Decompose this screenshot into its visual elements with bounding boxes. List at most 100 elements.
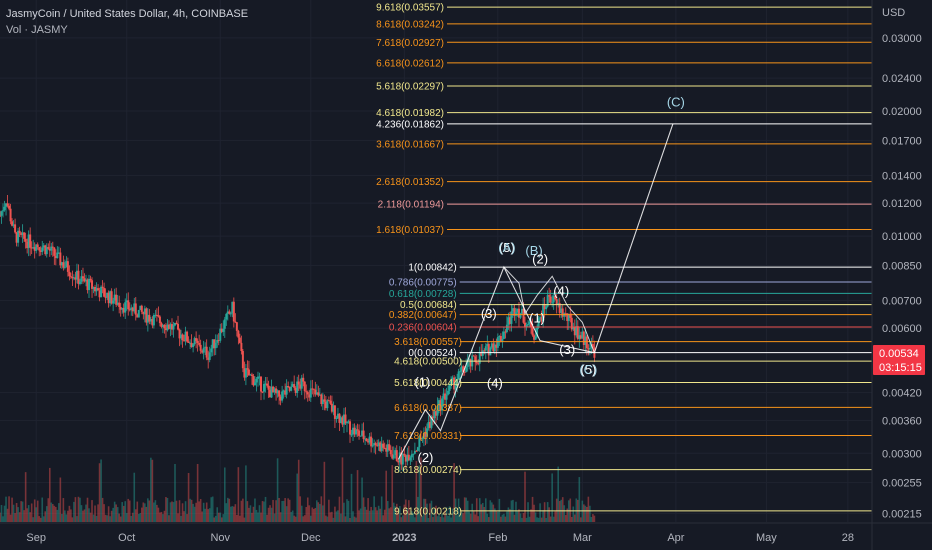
- volume-bar: [341, 457, 344, 522]
- candle-body: [130, 307, 133, 310]
- candle-body: [92, 287, 95, 289]
- volume-bar: [370, 506, 372, 522]
- candle-body: [421, 438, 424, 440]
- fib-levels: 9.618(0.03557) 8.618(0.03242) 7.618(0.0292…: [376, 3, 872, 517]
- volume-bar: [306, 497, 309, 522]
- candle-body: [362, 430, 365, 439]
- volume-bar: [480, 504, 483, 522]
- candle-body: [278, 390, 281, 397]
- candle-body: [453, 377, 456, 390]
- candle-body: [288, 386, 291, 391]
- volume-bar: [136, 501, 139, 522]
- volume-bar: [420, 457, 422, 522]
- volume-bar: [273, 513, 276, 522]
- volume-bar: [211, 496, 214, 522]
- price-tick: 0.01700: [882, 135, 922, 147]
- volume-bar: [519, 513, 522, 522]
- candle-body: [540, 317, 543, 322]
- fib-label: 0(0.00524): [408, 348, 456, 359]
- candle-body: [169, 324, 172, 329]
- candle-body: [336, 413, 339, 418]
- volume-bar: [12, 504, 15, 522]
- candle-body: [113, 294, 116, 301]
- time-axis[interactable]: Sep Oct Nov Dec 2023 Feb Mar Apr May 28: [0, 522, 932, 544]
- candle-body: [495, 344, 498, 348]
- volume-bar: [551, 473, 553, 522]
- candle-body: [115, 294, 118, 305]
- volume-bar: [481, 502, 484, 522]
- candle-body: [226, 311, 229, 314]
- volume-bar: [303, 515, 306, 522]
- volume-bar: [230, 506, 232, 522]
- candle-body: [392, 455, 395, 459]
- volume-bar: [196, 463, 199, 522]
- candle-body: [127, 300, 130, 310]
- candle-body: [110, 291, 113, 304]
- volume-bar: [332, 517, 335, 522]
- volume-bar: [469, 513, 472, 522]
- candle-body: [465, 366, 468, 373]
- volume-legend[interactable]: Vol · JASMY: [6, 24, 68, 36]
- candle-body: [2, 210, 5, 212]
- volume-bar: [415, 460, 418, 522]
- volume-bar: [442, 517, 445, 522]
- volume-bar: [177, 513, 179, 522]
- volume-bar: [590, 516, 593, 522]
- candle-body: [98, 290, 101, 298]
- volume-bar: [266, 514, 268, 522]
- volume-bar: [47, 498, 50, 522]
- volume-bar: [154, 500, 157, 522]
- candle-body: [23, 232, 26, 239]
- volume-bar: [58, 503, 60, 522]
- volume-bar: [245, 465, 247, 522]
- candle-body: [192, 344, 195, 348]
- volume-bar: [258, 505, 261, 522]
- fib-label: 7.618(0.02927): [376, 38, 444, 49]
- volume-bar: [33, 499, 36, 522]
- volume-bar: [352, 511, 354, 522]
- volume-bar: [50, 502, 53, 522]
- volume-bar: [474, 514, 477, 522]
- volume-bar: [285, 506, 288, 522]
- volume-bar: [543, 502, 546, 522]
- price-tick: 0.01000: [882, 231, 922, 243]
- candle-body: [276, 390, 279, 394]
- candle-body: [333, 405, 336, 419]
- volume-bar: [445, 507, 448, 522]
- candle-body: [548, 295, 551, 297]
- volume-bar: [483, 506, 486, 522]
- volume-bar: [35, 507, 38, 522]
- candle-body: [374, 443, 377, 446]
- candle-body: [413, 450, 416, 454]
- candle-body: [244, 368, 247, 378]
- volume-bar: [495, 511, 498, 522]
- candle-body: [186, 331, 189, 342]
- candle-body: [564, 313, 567, 315]
- volume-bar: [459, 514, 461, 522]
- symbol-title[interactable]: JasmyCoin / United States Dollar, 4h, CO…: [6, 8, 249, 20]
- currency-label: USD: [882, 7, 905, 19]
- candle-body: [143, 308, 146, 315]
- volume-bar: [409, 514, 412, 522]
- volume-bar: [139, 513, 142, 522]
- volume-bar: [506, 511, 508, 522]
- candle-body: [152, 314, 155, 326]
- candle-body: [317, 392, 320, 396]
- volume-bar: [583, 504, 585, 522]
- time-label: Dec: [301, 532, 321, 544]
- volume-bar: [322, 505, 324, 522]
- candle-body: [101, 286, 104, 289]
- candle-body: [125, 300, 128, 303]
- volume-bar: [355, 517, 357, 522]
- volume-bar: [251, 512, 253, 522]
- volume-bar: [323, 461, 326, 522]
- price-axis[interactable]: USD 0.03000 0.02400 0.02000 0.01700 0.01400 0…: [871, 0, 922, 550]
- candle-body: [36, 244, 39, 248]
- volume-bar: [365, 509, 368, 522]
- volume-bar: [147, 498, 149, 522]
- price-tick: 0.01400: [882, 170, 922, 182]
- fib-label: 7.618(0.00331): [394, 431, 462, 442]
- volume-bar: [127, 498, 130, 522]
- volume-bar: [240, 500, 243, 522]
